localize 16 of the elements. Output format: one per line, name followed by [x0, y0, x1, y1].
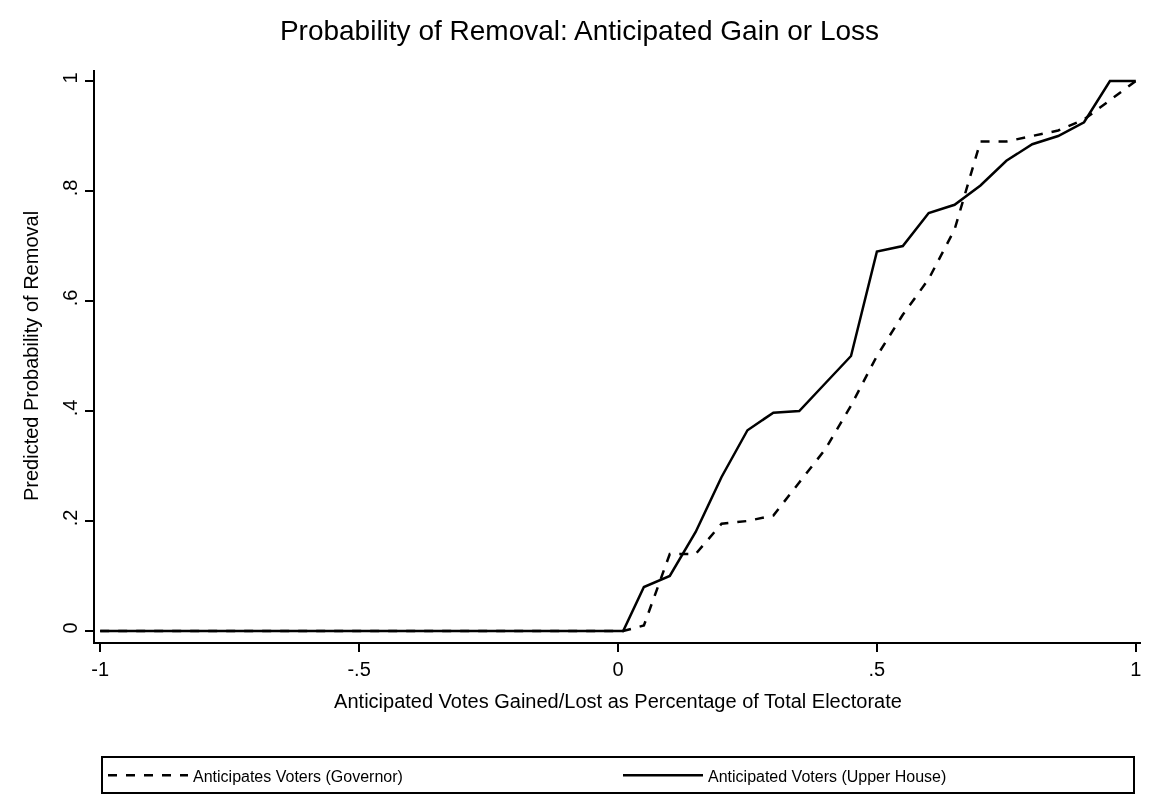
legend-label: Anticipated Voters (Upper House)	[708, 767, 947, 785]
y-tick-label: .2	[59, 509, 81, 527]
legend-label: Anticipates Voters (Governor)	[193, 767, 403, 785]
y-tick-label: 1	[59, 72, 81, 84]
x-tick-label: -.5	[347, 658, 371, 680]
y-tick-label: .6	[59, 289, 81, 307]
x-tick-label: -1	[91, 658, 110, 680]
x-tick-label: .5	[868, 658, 886, 680]
x-tick-label: 1	[1130, 658, 1142, 680]
x-tick-label: 0	[612, 658, 624, 680]
x-axis-title: Anticipated Votes Gained/Lost as Percentage of Total Electorate	[334, 690, 902, 712]
y-tick-label: 0	[59, 622, 81, 634]
y-tick-label: .8	[59, 179, 81, 197]
y-tick-label: .4	[59, 399, 81, 417]
chart-title: Probability of Removal: Anticipated Gain or Loss	[279, 14, 880, 46]
y-axis-title: Predicted Probability of Removal	[20, 210, 42, 502]
